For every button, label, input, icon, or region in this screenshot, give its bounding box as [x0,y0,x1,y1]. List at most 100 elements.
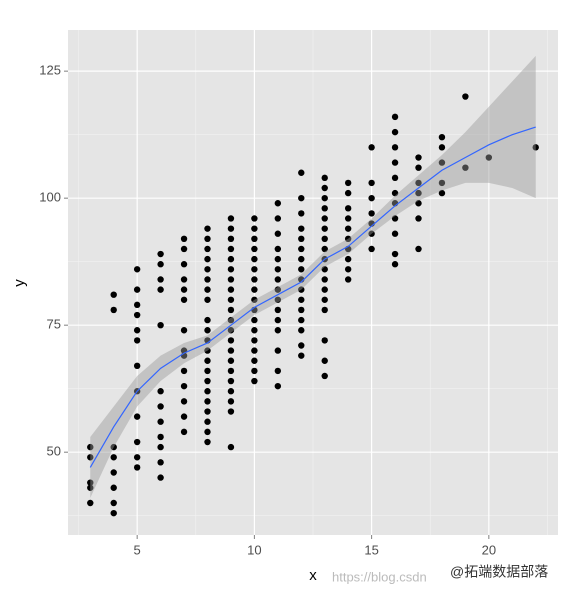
point [321,266,328,273]
point [274,200,282,207]
point [204,296,211,303]
point [227,388,235,395]
point [274,230,282,237]
point [133,438,141,446]
point [251,337,258,344]
point [204,438,211,446]
point [298,327,305,334]
point [157,418,164,425]
point [110,469,117,476]
point [274,306,282,314]
point [298,210,305,217]
point [251,266,258,273]
point [438,133,446,141]
point [227,286,235,293]
point [204,286,211,293]
x-tick-label: 15 [364,542,378,557]
watermark: @拓端数据部落 [450,564,548,580]
point [204,316,211,324]
point [227,443,235,451]
point [415,245,422,253]
point [110,454,117,461]
x-tick-label: 5 [134,542,141,557]
point [204,418,211,425]
point [110,509,117,517]
point [157,276,164,283]
point [110,484,117,491]
point [227,266,235,273]
point [204,357,211,364]
point [344,205,352,212]
point [227,316,235,324]
point [298,255,305,263]
point [204,245,211,253]
x-axis-title: x [309,567,317,584]
point [415,200,422,207]
point [298,235,305,243]
point [344,225,352,232]
point [204,377,211,385]
point [321,205,328,212]
point [180,245,188,253]
point [321,235,328,243]
point [180,235,188,243]
point [227,225,235,232]
point [415,189,422,197]
point [227,327,235,334]
point [321,245,328,253]
point [298,266,305,273]
point [180,413,188,420]
point [157,403,164,410]
point [87,484,94,491]
point [204,235,211,243]
point [274,327,282,334]
point [462,93,469,100]
point [204,255,211,263]
y-tick-label: 50 [47,444,61,459]
point [391,144,399,151]
point [133,286,141,293]
point [157,321,164,329]
point [204,428,211,436]
point [415,179,422,187]
point [274,382,282,390]
point [110,306,117,314]
point [251,235,258,243]
point [204,408,211,415]
point [274,367,282,375]
point [321,276,328,283]
point [227,357,235,364]
point [344,235,352,243]
point [157,474,164,481]
point [368,230,375,237]
point [298,225,305,232]
point [391,250,399,258]
point [391,189,399,197]
point [321,296,328,303]
point [227,296,235,303]
point [274,255,282,263]
point [321,372,328,380]
point [87,479,94,486]
y-tick-label: 100 [39,190,61,205]
point [227,255,235,263]
point [298,352,305,359]
point [298,306,305,314]
point [227,215,235,222]
point [227,408,235,415]
point [438,179,446,187]
point [204,276,211,283]
x-tick-label: 20 [482,542,496,557]
point [438,159,446,166]
point [321,357,328,364]
point [274,347,282,354]
point [274,276,282,283]
point [251,255,258,263]
point [110,291,117,298]
smooth-line [89,126,536,468]
point [485,154,493,161]
point [133,327,141,334]
point [321,184,328,192]
point [133,266,141,273]
